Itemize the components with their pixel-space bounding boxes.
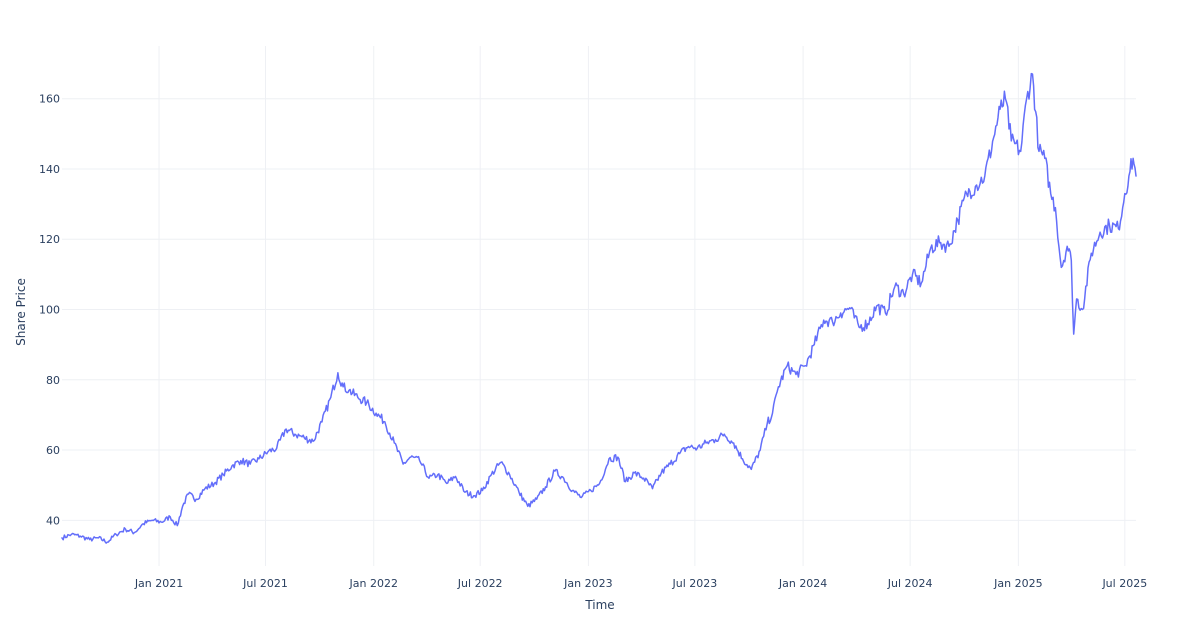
series-layer [61, 72, 1137, 544]
x-tick-label: Jan 2021 [134, 577, 183, 590]
y-axis-title: Share Price [14, 278, 28, 346]
x-tick-label: Jul 2022 [457, 577, 503, 590]
x-axis-title: Time [584, 598, 614, 612]
x-tick-label: Jan 2024 [778, 577, 827, 590]
x-tick-label: Jan 2022 [349, 577, 398, 590]
x-tick-label: Jul 2023 [671, 577, 717, 590]
y-tick-label: 60 [46, 444, 60, 457]
y-tick-label: 80 [46, 374, 60, 387]
price-series-line [61, 72, 1137, 544]
y-tick-labels: 40 60 80 100 120 140 160 [39, 93, 60, 528]
y-tick-label: 100 [39, 304, 60, 317]
y-tick-label: 120 [39, 233, 60, 246]
x-tick-label: Jul 2024 [887, 577, 933, 590]
y-tick-label: 40 [46, 514, 60, 527]
x-tick-label: Jan 2025 [993, 577, 1042, 590]
x-tick-label: Jul 2021 [242, 577, 288, 590]
y-gridlines [62, 98, 1136, 521]
y-tick-label: 140 [39, 163, 60, 176]
x-gridlines [158, 46, 1126, 566]
x-tick-label: Jul 2025 [1101, 577, 1147, 590]
x-tick-label: Jan 2023 [563, 577, 612, 590]
x-tick-labels: Jan 2021 Jul 2021 Jan 2022 Jul 2022 Jan 2023… [134, 577, 1147, 590]
y-tick-label: 160 [39, 93, 60, 106]
